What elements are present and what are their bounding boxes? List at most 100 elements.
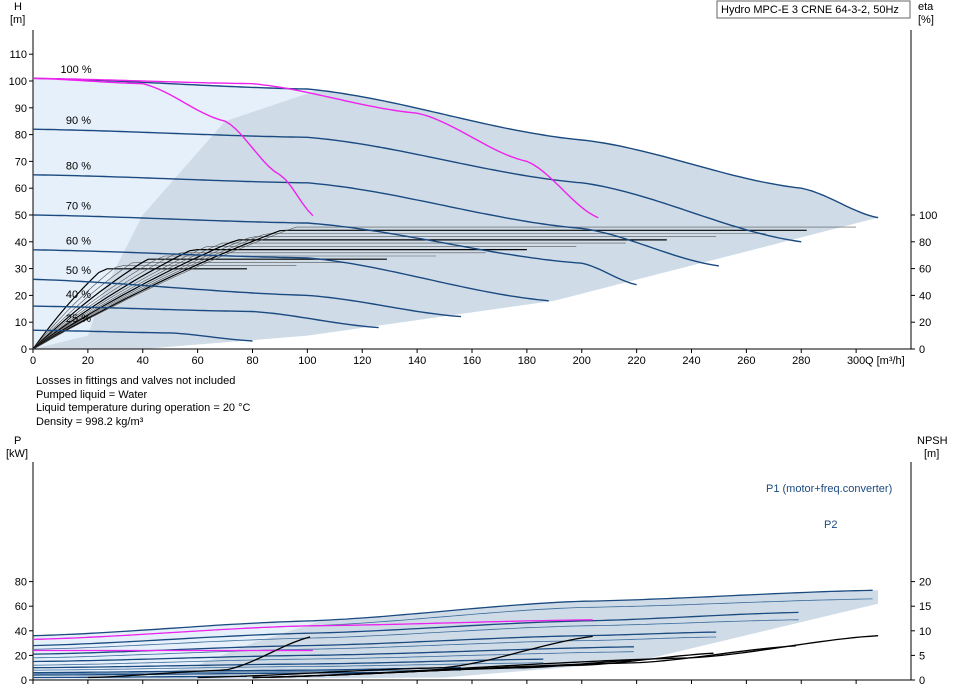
speed-label: 25 % xyxy=(66,313,91,325)
head-tick-label: 20 xyxy=(15,290,27,302)
npsh-tick-label: 20 xyxy=(919,577,931,589)
npsh-curve xyxy=(87,636,311,679)
head-tick-label: 10 xyxy=(15,317,27,329)
p1-curve xyxy=(32,589,873,637)
npsh-axis-unit: [m] xyxy=(924,448,939,460)
x-tick-label: 220 xyxy=(627,355,645,367)
npsh-curve xyxy=(252,635,879,679)
p2-curve xyxy=(32,662,544,671)
x-tick-label: 140 xyxy=(408,355,426,367)
npsh-tick-label: 10 xyxy=(919,626,931,638)
p1-curve xyxy=(33,675,248,679)
chart-labels: H [m] eta [%] Q [m³/h] P [kW] NPSH [m] P… xyxy=(6,1,948,531)
speed-label: 50 % xyxy=(66,265,91,277)
speed-label: 70 % xyxy=(66,201,91,213)
speed-label: 100 % xyxy=(60,64,91,76)
npsh-axis-label: NPSH xyxy=(917,435,948,447)
x-tick-label: 40 xyxy=(137,355,149,367)
x-tick-label: 200 xyxy=(573,355,591,367)
speed-label: 90 % xyxy=(66,115,91,127)
npsh-tick-label: 15 xyxy=(919,601,931,613)
x-tick-label: 180 xyxy=(518,355,536,367)
power-chart: 0 20 40 60 80 0 5 10 15 20 xyxy=(15,462,931,687)
head-axis-unit: [m] xyxy=(10,14,25,26)
head-curve-40 xyxy=(32,305,379,329)
p2-curve xyxy=(32,669,461,675)
head-curve-70 xyxy=(32,214,637,286)
x-tick-label: 280 xyxy=(792,355,810,367)
x-tick-label: 300 xyxy=(847,355,865,367)
efficiency-curve xyxy=(32,236,717,350)
eta-tick-label: 40 xyxy=(919,290,931,302)
duty-power-curve-2 xyxy=(32,619,593,641)
power-axis-label: P xyxy=(14,435,21,447)
eta-tick-label: 80 xyxy=(919,237,931,249)
p1-curve-label: P1 (motor+freq.converter) xyxy=(766,483,892,495)
p2-curve-label: P2 xyxy=(824,519,837,531)
head-tick-label: 100 xyxy=(9,76,27,88)
efficiency-curve xyxy=(32,246,577,350)
efficiency-curve xyxy=(32,242,626,350)
operating-range-area xyxy=(33,78,879,350)
efficiency-curve xyxy=(32,265,297,350)
head-tick-label: 30 xyxy=(15,264,27,276)
p2-curve xyxy=(32,651,634,666)
speed-label: 80 % xyxy=(66,160,91,172)
x-tick-label: 60 xyxy=(192,355,204,367)
head-tick-label: 50 xyxy=(15,210,27,222)
eta-tick-label: 60 xyxy=(919,264,931,276)
title-box xyxy=(716,0,911,19)
efficiency-curve xyxy=(32,226,857,350)
single-pump-area xyxy=(33,78,322,349)
duty-curve-2 xyxy=(32,77,599,219)
eta-tick-label: 0 xyxy=(919,344,925,356)
power-tick-label: 0 xyxy=(21,675,27,687)
speed-label: 40 % xyxy=(66,289,91,301)
head-tick-label: 110 xyxy=(9,49,27,61)
efficiency-curve xyxy=(32,239,667,350)
speed-label: 60 % xyxy=(66,235,91,247)
p2-curve xyxy=(32,636,717,659)
head-tick-label: 40 xyxy=(15,237,27,249)
efficiency-curve xyxy=(32,249,527,350)
head-tick-label: 90 xyxy=(15,103,27,115)
head-tick-label: 60 xyxy=(15,183,27,195)
power-range-area xyxy=(33,590,879,680)
eta-axis-unit: [%] xyxy=(918,14,934,26)
note-losses: Losses in fittings and valves not includ… xyxy=(36,375,236,387)
eta-tick-label: 100 xyxy=(919,210,937,222)
x-tick-label: 20 xyxy=(82,355,94,367)
head-tick-label: 70 xyxy=(15,156,27,168)
power-tick-label: 20 xyxy=(15,650,27,662)
power-axis-unit: [kW] xyxy=(6,448,28,460)
head-tick-label: 80 xyxy=(15,130,27,142)
note-density: Density = 998.2 kg/m³ xyxy=(36,415,144,428)
p2-curve xyxy=(32,619,799,650)
x-tick-label: 160 xyxy=(463,355,481,367)
head-curve-80 xyxy=(32,174,720,267)
x-tick-label: 100 xyxy=(298,355,316,367)
duty-curve-1 xyxy=(32,77,314,217)
notes-block: Losses in fittings and valves not includ… xyxy=(36,375,250,429)
x-tick-label: 260 xyxy=(737,355,755,367)
npsh-tick-label: 5 xyxy=(919,650,925,662)
efficiency-curve xyxy=(32,252,486,350)
head-curve-90 xyxy=(32,128,802,243)
x-tick-label: 240 xyxy=(682,355,700,367)
note-liquid: Pumped liquid = Water xyxy=(36,388,148,401)
p1-curve xyxy=(32,658,544,669)
head-curve-50 xyxy=(32,278,462,318)
eta-axis-label: eta xyxy=(918,1,934,13)
head-curve-100 xyxy=(32,77,879,219)
flow-axis-label: Q [m³/h] xyxy=(865,355,905,367)
x-tick-label: 80 xyxy=(246,355,258,367)
power-tick-label: 60 xyxy=(15,601,27,613)
head-curve-25 xyxy=(32,329,253,342)
head-axis-label: H xyxy=(14,1,22,13)
power-tick-label: 80 xyxy=(15,577,27,589)
efficiency-curve xyxy=(32,233,766,350)
head-chart: 0 20 40 60 80 100 120 140 160 180 200 220 240 260 280 3… xyxy=(9,30,937,367)
head-curve-60 xyxy=(32,249,549,302)
p1-curve xyxy=(32,611,799,647)
